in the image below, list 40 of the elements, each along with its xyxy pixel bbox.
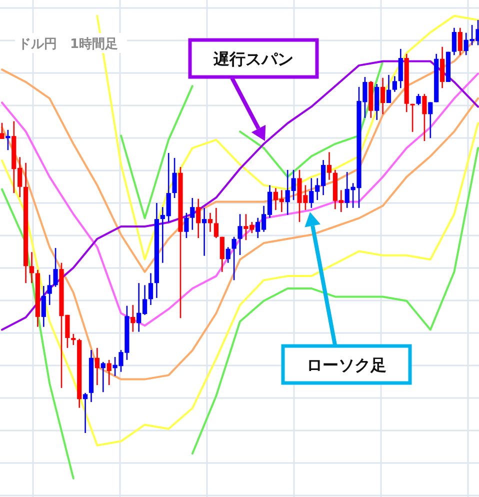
candlestick (452, 27, 456, 56)
candlestick (458, 27, 462, 56)
candlestick (172, 157, 177, 199)
candlestick (326, 152, 332, 180)
candlestick (6, 129, 10, 151)
candlestick (83, 392, 88, 434)
candlestick (422, 93, 427, 142)
candlestick (220, 236, 224, 273)
candlestick (130, 304, 136, 332)
candlestick (380, 77, 386, 115)
candlestick (428, 102, 433, 139)
candlestick (94, 347, 100, 386)
candlestick (416, 93, 421, 106)
candlestick (398, 48, 403, 89)
candlestick (190, 197, 195, 230)
candlestick (184, 212, 189, 239)
candlestick (226, 246, 230, 264)
candlestick (214, 207, 218, 239)
text: ドル円 1時間足 (18, 37, 118, 52)
candlestick (0, 122, 4, 140)
candlestick (374, 83, 380, 121)
candlestick (238, 213, 242, 256)
candlestick (41, 285, 46, 328)
candlestick (440, 46, 445, 89)
candlestick (386, 74, 392, 104)
candlestick (410, 103, 415, 133)
candlestick (392, 76, 397, 93)
candlestick (196, 198, 201, 239)
candlestick (232, 236, 236, 281)
annotation: ローソク足 (306, 356, 386, 374)
candlestick (100, 361, 106, 393)
candlestick (148, 272, 154, 306)
candlestick (47, 274, 52, 306)
candlestick (202, 207, 207, 256)
candlestick (106, 359, 112, 386)
candlestick (53, 247, 58, 288)
candlestick (71, 333, 76, 346)
candlestick (208, 212, 213, 233)
candlestick (29, 251, 34, 284)
annotation: 遅行スパン (212, 50, 294, 68)
